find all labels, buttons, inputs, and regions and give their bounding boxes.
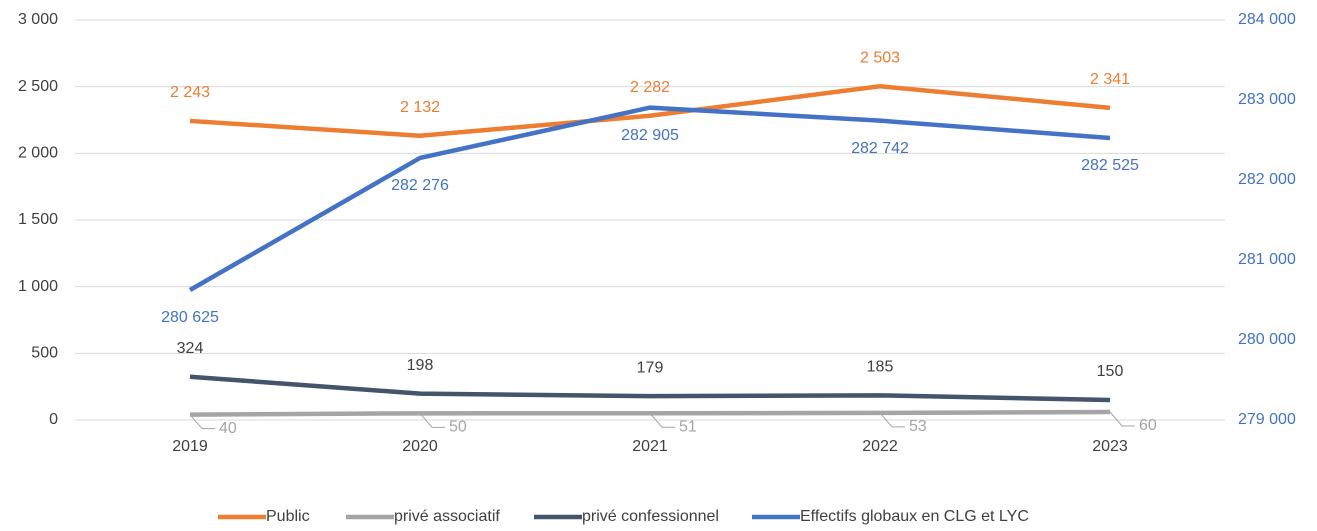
x-tick-label: 2022 [862,438,898,455]
y2-tick-label: 279 000 [1238,411,1296,428]
x-tick-label: 2021 [632,438,668,455]
y-tick-label: 2 500 [18,78,58,95]
series-line [189,84,1111,138]
y-tick-label: 3 000 [18,11,58,28]
y2-tick-label: 282 000 [1238,171,1296,188]
y2-tick-label: 283 000 [1238,91,1296,108]
data-label: 198 [407,357,434,374]
y-tick-label: 0 [49,411,58,428]
data-label: 50 [449,419,467,436]
y-tick-label: 2 000 [18,145,58,162]
data-label: 2 341 [1090,71,1130,88]
data-label: 185 [867,359,894,376]
data-label: 60 [1139,417,1157,434]
y2-tick-label: 281 000 [1238,251,1296,268]
data-label: 40 [219,420,237,437]
data-label: 280 625 [161,309,219,326]
series-line [188,105,1111,292]
y2-tick-label: 284 000 [1238,11,1296,28]
leader-line [1109,411,1135,427]
x-tick-label: 2020 [402,438,438,455]
data-label: 282 276 [391,177,449,194]
data-label: 53 [909,418,927,435]
data-label: 282 525 [1081,157,1139,174]
data-label: 324 [177,340,204,357]
leader-line [189,414,215,430]
data-label: 2 282 [630,79,670,96]
legend-label: privé confessionnel [582,508,719,525]
y-tick-label: 1 500 [18,211,58,228]
x-tick-label: 2019 [172,438,208,455]
legend-label: Public [266,508,310,525]
data-label: 282 742 [851,140,909,157]
leader-line [649,412,675,428]
data-label: 179 [637,359,664,376]
leader-line [419,413,445,428]
y-tick-label: 500 [31,345,58,362]
y-tick-label: 1 000 [18,278,58,295]
legend-label: Effectifs globaux en CLG et LYC [800,508,1029,525]
x-tick-label: 2023 [1092,438,1128,455]
data-label: 282 905 [621,127,679,144]
y2-tick-label: 280 000 [1238,331,1296,348]
legend-label: privé associatif [394,508,500,525]
data-label: 2 503 [860,49,900,66]
leader-line [879,412,905,428]
data-label: 150 [1097,363,1124,380]
series-line [189,374,1111,403]
data-label: 51 [679,418,697,435]
data-label: 2 132 [400,99,440,116]
data-label: 2 243 [170,84,210,101]
